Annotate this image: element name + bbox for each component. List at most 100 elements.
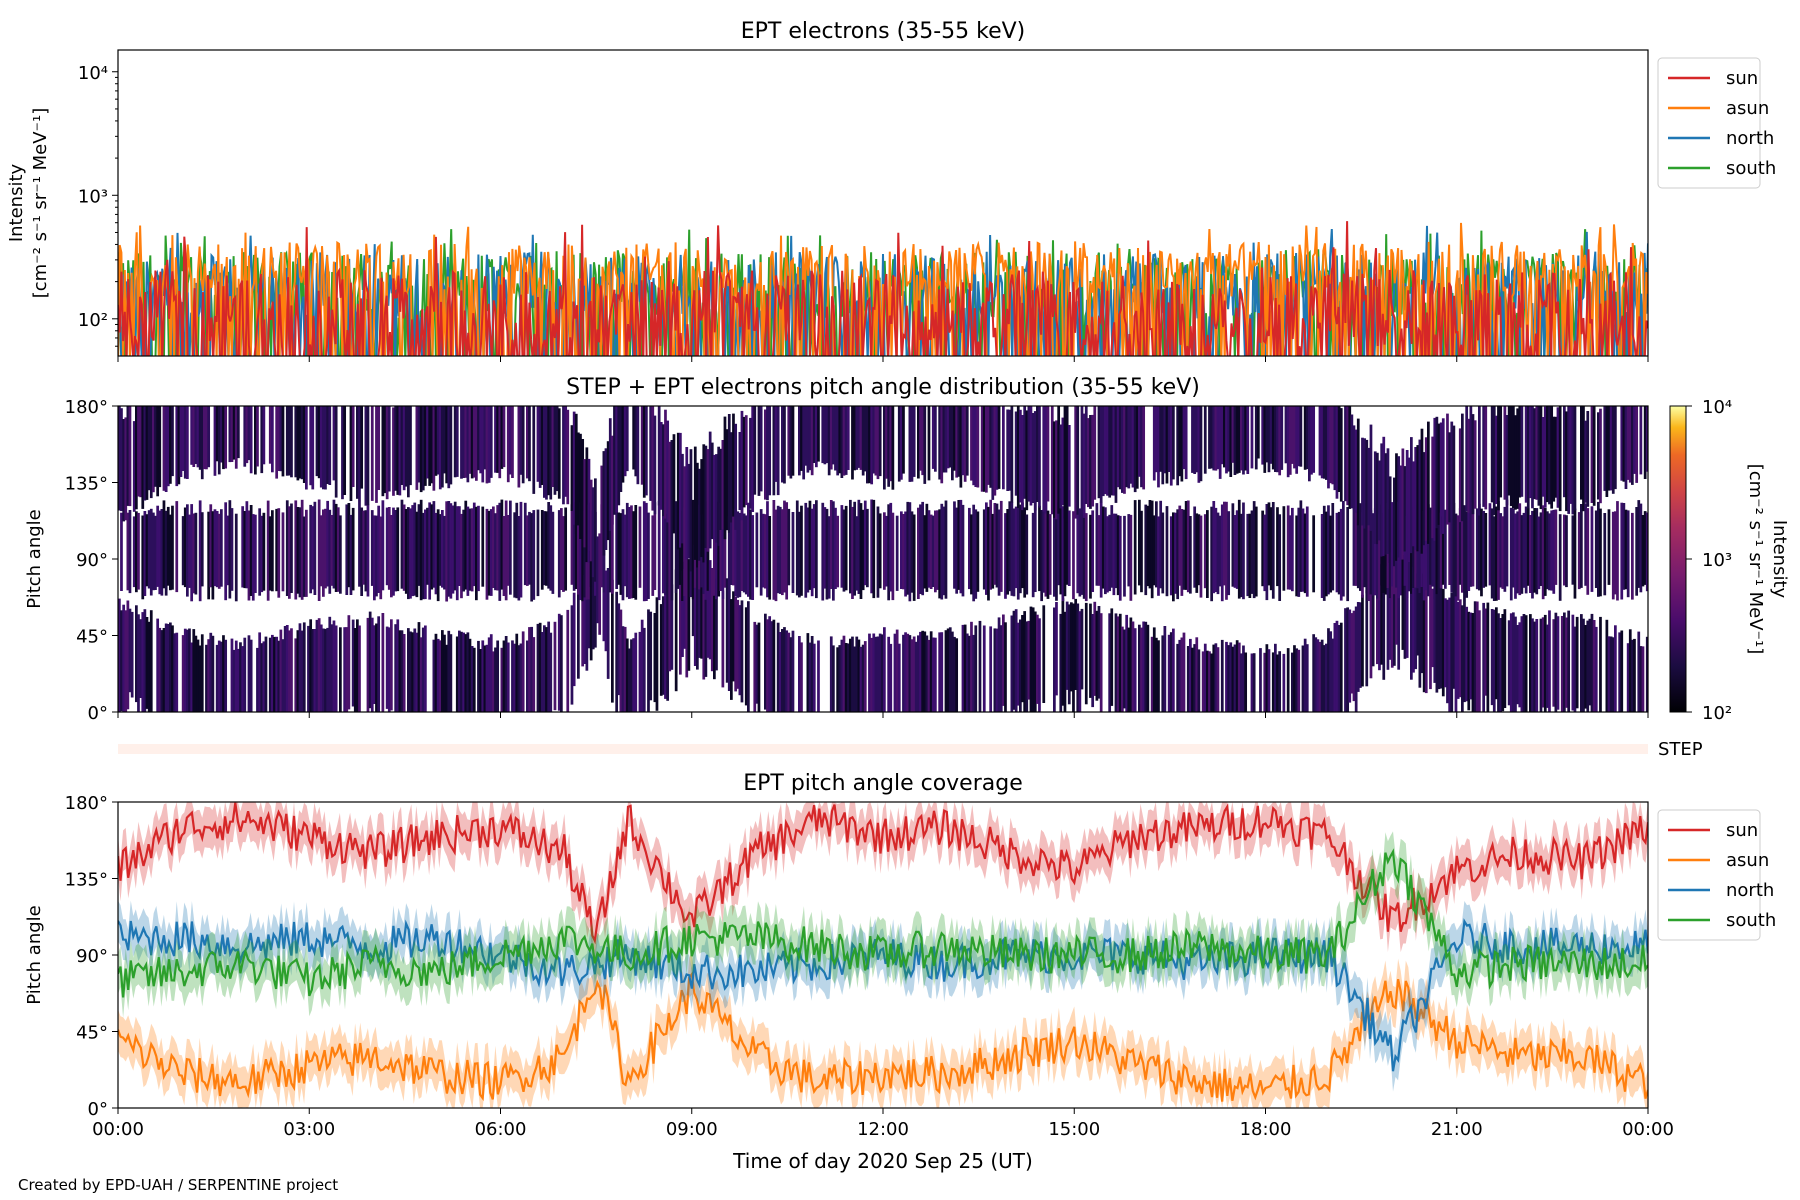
- heatmap-cell: [258, 632, 262, 712]
- heatmap-cell: [1023, 406, 1027, 499]
- heatmap-cell: [377, 505, 381, 593]
- heatmap-cell: [982, 406, 986, 492]
- heatmap-cell: [1378, 514, 1381, 601]
- heatmap-cell: [611, 579, 614, 703]
- heatmap-cell: [1550, 406, 1554, 509]
- heatmap-cell: [668, 441, 672, 525]
- xtick-label: 00:00: [1622, 1119, 1674, 1140]
- heatmap-cell: [1524, 406, 1528, 503]
- heatmap-cell: [1108, 514, 1112, 592]
- heatmap-cell: [356, 619, 359, 712]
- heatmap-cell: [1199, 406, 1203, 482]
- heatmap-cell: [1318, 641, 1322, 712]
- heatmap-cell: [1342, 501, 1345, 597]
- heatmap-cell: [135, 605, 138, 703]
- heatmap-cell: [1371, 513, 1375, 596]
- heatmap-cell: [910, 511, 914, 593]
- heatmap-cell: [1522, 512, 1526, 588]
- heatmap-cell: [135, 511, 138, 593]
- heatmap-cell: [596, 536, 599, 624]
- heatmap-cell: [311, 406, 315, 490]
- heatmap-cell: [1312, 515, 1316, 593]
- heatmap-cell: [902, 634, 905, 712]
- heatmap-cell: [396, 619, 400, 712]
- heatmap-cell: [1501, 516, 1505, 589]
- heatmap-cell: [1206, 650, 1209, 712]
- heatmap-cell: [993, 628, 997, 712]
- heatmap-cell: [364, 510, 368, 592]
- heatmap-cell: [1295, 648, 1299, 712]
- panel-coverage: EPT pitch angle coverage 0°45°90°135°180…: [24, 771, 1776, 1173]
- heatmap-cell: [485, 406, 489, 484]
- heatmap-cell: [976, 511, 980, 592]
- heatmap-cell: [200, 512, 204, 587]
- heatmap-cell: [460, 631, 463, 712]
- heatmap-cell: [1337, 406, 1341, 492]
- heatmap-cell: [955, 638, 959, 712]
- heatmap-cell: [530, 513, 534, 602]
- heatmap-cell: [1104, 406, 1107, 495]
- heatmap-cell: [224, 406, 228, 469]
- heatmap-cell: [946, 406, 950, 469]
- heatmap-cell: [666, 582, 670, 701]
- heatmap-cell: [1004, 513, 1007, 599]
- heatmap-cell: [464, 634, 468, 712]
- heatmap-cell: [683, 568, 687, 649]
- heatmap-cell: [1320, 639, 1324, 712]
- heatmap-cell: [506, 642, 510, 712]
- panel3-xlabel: Time of day 2020 Sep 25 (UT): [732, 1149, 1033, 1173]
- heatmap-cell: [727, 516, 731, 598]
- heatmap-cell: [791, 406, 795, 476]
- heatmap-cell: [1291, 507, 1294, 592]
- heatmap-cell: [477, 505, 480, 592]
- heatmap-cell: [734, 508, 738, 597]
- heatmap-cell: [1265, 644, 1269, 712]
- heatmap-cell: [727, 588, 731, 691]
- heatmap-cell: [619, 406, 623, 492]
- heatmap-cell: [1359, 503, 1362, 591]
- heatmap-cell: [770, 621, 774, 712]
- heatmap-cell: [1401, 558, 1405, 650]
- heatmap-cell: [139, 406, 143, 498]
- heatmap-cell: [1214, 406, 1218, 471]
- heatmap-cell: [213, 509, 217, 587]
- heatmap-cell: [1095, 610, 1099, 701]
- heatmap-cell: [1507, 620, 1511, 706]
- heatmap-cell: [381, 613, 385, 712]
- heatmap-cell: [434, 406, 438, 476]
- heatmap-cell: [1233, 406, 1237, 475]
- heatmap-cell: [557, 613, 561, 711]
- heatmap-cell: [332, 406, 336, 481]
- heatmap-cell: [710, 442, 714, 540]
- heatmap-cell: [1276, 654, 1279, 712]
- heatmap-cell: [989, 626, 993, 712]
- heatmap-cell: [781, 509, 784, 596]
- heatmap-cell: [1129, 406, 1133, 484]
- heatmap-cell: [1259, 648, 1262, 712]
- heatmap-cell: [851, 406, 854, 480]
- heatmap-cell: [662, 508, 665, 594]
- heatmap-cell: [1019, 619, 1022, 712]
- heatmap-cell: [1603, 513, 1607, 596]
- heatmap-cell: [1108, 613, 1112, 712]
- heatmap-cell: [536, 623, 540, 712]
- heatmap-cell: [394, 624, 398, 712]
- heatmap-cell: [1471, 613, 1475, 712]
- heatmap-cell: [509, 406, 512, 475]
- heatmap-cell: [1497, 406, 1500, 511]
- heatmap-cell: [1594, 510, 1598, 588]
- heatmap-cell: [288, 630, 291, 712]
- heatmap-cell: [1431, 513, 1435, 587]
- heatmap-cell: [908, 502, 912, 602]
- heatmap-cell: [781, 406, 784, 483]
- heatmap-cell: [1210, 653, 1214, 712]
- heatmap-cell: [421, 627, 425, 712]
- heatmap-cell: [432, 406, 436, 491]
- heatmap-cell: [1152, 627, 1156, 712]
- heatmap-cell: [634, 632, 638, 712]
- heatmap-cell: [392, 507, 395, 596]
- heatmap-cell: [209, 632, 213, 712]
- heatmap-cell: [653, 613, 657, 703]
- heatmap-cell: [855, 636, 859, 712]
- heatmap-cell: [1592, 406, 1596, 506]
